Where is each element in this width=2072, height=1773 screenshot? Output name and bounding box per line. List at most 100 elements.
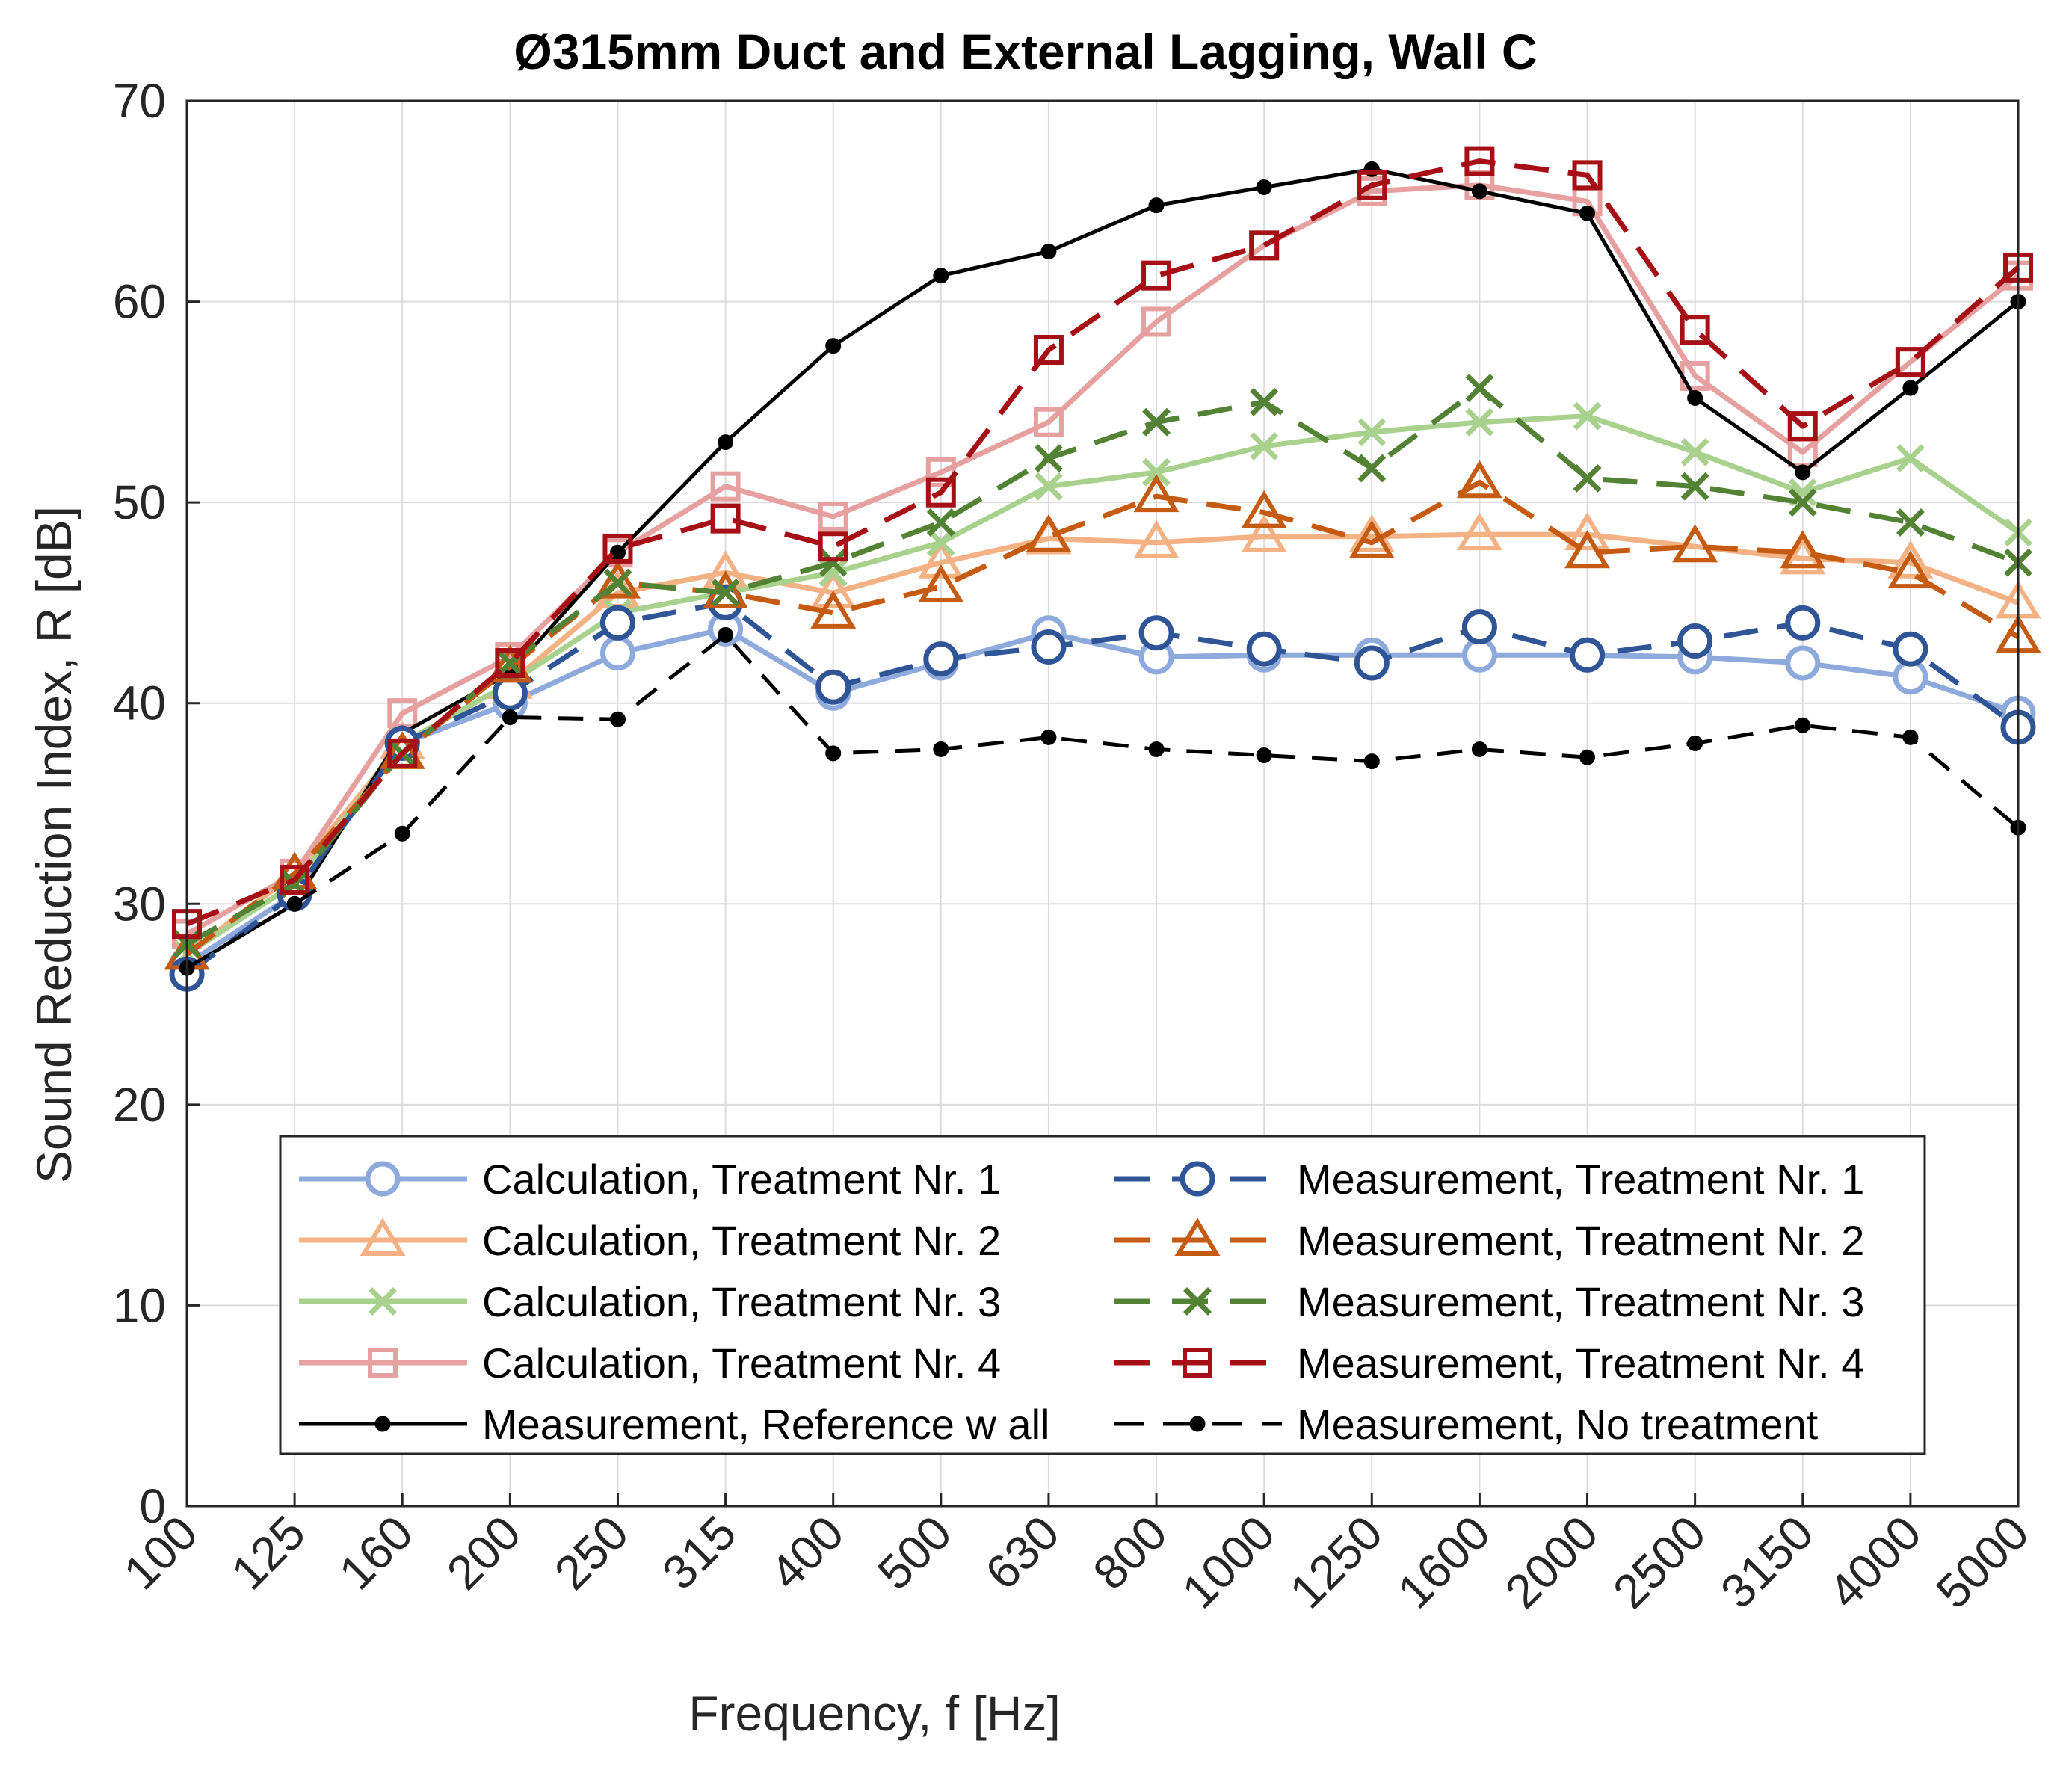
data-point [1672, 524, 1718, 563]
data-point [1026, 514, 1072, 552]
data-point [1256, 747, 1272, 764]
legend-label: Calculation, Treatment Nr. 3 [482, 1278, 1001, 1325]
data-point [286, 895, 303, 912]
data-point [495, 648, 525, 678]
data-point [926, 528, 955, 557]
data-point [1357, 418, 1387, 447]
data-point [1456, 512, 1502, 551]
series-line [185, 413, 2020, 957]
data-point [1795, 464, 1811, 481]
legend-item: Calculation, Treatment Nr. 3 [299, 1278, 1001, 1325]
data-point [1573, 401, 1602, 431]
series-line [185, 626, 2020, 966]
data-point [710, 471, 741, 502]
data-point [487, 644, 533, 683]
data-point [1573, 463, 1602, 493]
data-point [825, 745, 842, 762]
data-point [1471, 183, 1487, 200]
data-point [1031, 629, 1067, 665]
data-point [1250, 431, 1279, 460]
data-point [1787, 411, 1818, 442]
y-axis-ticks: 0 10 20 30 40 50 60 70 [113, 74, 200, 1533]
data-point [1465, 407, 1494, 437]
data-point [818, 548, 848, 577]
y-tick-label: 70 [113, 74, 166, 128]
data-point [1785, 605, 1821, 641]
data-point [1148, 741, 1165, 757]
data-point [1148, 197, 1165, 214]
data-point [933, 741, 949, 757]
data-point [1142, 457, 1171, 487]
data-point [1896, 508, 1925, 537]
data-point [1033, 335, 1064, 366]
legend-label: Measurement, Treatment Nr. 2 [1297, 1217, 1864, 1264]
legend-label: Measurement, Treatment Nr. 4 [1297, 1339, 1864, 1387]
legend-marker [1189, 1416, 1206, 1432]
data-point [502, 709, 518, 726]
data-point [1250, 387, 1279, 416]
data-point [1461, 609, 1497, 645]
data-point [609, 711, 626, 727]
data-point [825, 338, 842, 354]
data-point [1887, 550, 1934, 589]
data-point [1133, 520, 1180, 558]
data-point [1141, 260, 1172, 291]
data-point [1564, 512, 1611, 551]
data-point [933, 268, 949, 284]
data-point [1564, 530, 1611, 569]
y-tick-label: 60 [113, 275, 166, 329]
data-point [1354, 645, 1390, 681]
data-point [602, 533, 633, 564]
data-point [810, 591, 857, 629]
data-point [1138, 615, 1174, 651]
series-line [185, 632, 2020, 970]
legend-label: Calculation, Treatment Nr. 1 [482, 1156, 1001, 1203]
data-point [1464, 146, 1495, 176]
data-point [1887, 540, 1934, 579]
series-line [185, 599, 2020, 977]
data-point [280, 865, 310, 895]
data-point [492, 675, 528, 711]
data-point [1471, 741, 1487, 757]
legend-box [279, 1135, 1926, 1455]
y-tick-label: 10 [113, 1278, 166, 1332]
legend-label: Calculation, Treatment Nr. 2 [482, 1217, 1001, 1264]
series-group [164, 146, 2041, 992]
data-point [1785, 645, 1821, 681]
legend-marker [369, 1287, 397, 1316]
data-point [1680, 315, 1710, 345]
data-point [1348, 514, 1395, 552]
data-point [918, 564, 964, 602]
data-point [1256, 179, 1272, 195]
data-point [815, 669, 851, 705]
legend-label: Measurement, Reference w all [482, 1401, 1049, 1448]
legend-label: Measurement, No treatment [1297, 1401, 1819, 1448]
data-point [1034, 444, 1063, 473]
legend-marker [1183, 1287, 1212, 1316]
data-point [1141, 306, 1172, 337]
x-axis-label: Frequency, f [Hz] [688, 1686, 1061, 1741]
legend-item: Calculation, Treatment Nr. 2 [299, 1217, 1001, 1264]
y-axis-label: Sound Reduction Index, R [dB] [26, 506, 81, 1183]
data-point [594, 560, 641, 599]
data-point [1579, 749, 1596, 765]
legend-item: Measurement, Reference w all [299, 1401, 1049, 1448]
data-point [718, 434, 734, 451]
legend-item: Calculation, Treatment Nr. 1 [299, 1156, 1001, 1203]
data-point [818, 531, 848, 562]
data-point [818, 501, 848, 531]
data-point [1677, 623, 1713, 659]
data-point [394, 825, 410, 842]
data-point [1893, 631, 1928, 667]
legend-label: Calculation, Treatment Nr. 4 [482, 1339, 1001, 1387]
series-line [185, 158, 2020, 927]
data-point [599, 635, 635, 671]
y-tick-label: 50 [113, 475, 166, 529]
data-point [603, 568, 632, 597]
legend-marker [1180, 1161, 1215, 1197]
data-point [1246, 631, 1282, 667]
chart-title: Ø315mm Duct and External Lagging, Wall C [514, 24, 1537, 79]
legend-marker [1183, 1348, 1212, 1378]
legend-label: Measurement, Treatment Nr. 1 [1297, 1156, 1864, 1203]
